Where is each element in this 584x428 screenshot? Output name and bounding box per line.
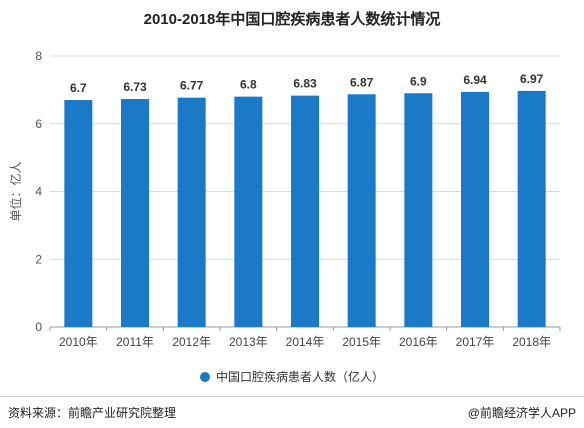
source-note: 资料来源：前瞻产业研究院整理: [8, 406, 177, 420]
data-label: 6.9: [410, 74, 427, 88]
x-tick-label: 2011年: [116, 335, 154, 349]
legend: 中国口腔疾病患者人数（亿人）: [0, 368, 584, 385]
bar: [121, 99, 149, 328]
x-tick-label: 2016年: [399, 335, 438, 349]
x-tick-label: 2018年: [512, 335, 551, 349]
data-label: 6.83: [293, 77, 317, 91]
x-tick-label: 2013年: [229, 335, 268, 349]
legend-marker: [199, 372, 210, 382]
footer: 资料来源：前瞻产业研究院整理 @前瞻经济学人APP: [0, 396, 584, 428]
data-label: 6.8: [240, 78, 257, 92]
bar: [461, 91, 489, 327]
y-tick-label: 2: [35, 252, 42, 266]
bar-chart: 0 2 4 6 8 单位：亿人 6.7 2010年 6.73 2011年 6.77 2012年 6.8 2…: [8, 49, 561, 349]
data-label: 6.94: [463, 73, 487, 87]
chart-title: 2010-2018年中国口腔疾病患者人数统计情况: [143, 11, 441, 28]
data-label: 6.73: [123, 80, 147, 94]
bar: [404, 93, 433, 327]
bar: [234, 96, 263, 328]
bar: [64, 100, 93, 327]
bar: [177, 97, 206, 327]
y-tick-label: 0: [35, 320, 42, 334]
x-tick-label: 2010年: [59, 335, 98, 349]
x-tick-label: 2012年: [172, 335, 211, 349]
y-axis-label: 单位：亿人: [8, 161, 23, 221]
credit-note: @前瞻经济学人APP: [467, 406, 576, 420]
bar: [517, 90, 546, 327]
data-label: 6.7: [70, 81, 87, 95]
data-label: 6.77: [180, 79, 204, 93]
bar: [291, 95, 319, 327]
data-label: 6.97: [520, 72, 544, 86]
y-tick-label: 6: [35, 117, 42, 131]
data-label: 6.87: [350, 75, 374, 89]
x-tick-label: 2014年: [286, 335, 325, 349]
x-tick-label: 2015年: [342, 335, 381, 349]
y-tick-label: 8: [35, 49, 42, 63]
y-tick-label: 4: [35, 185, 42, 199]
x-tick-label: 2017年: [456, 335, 495, 349]
legend-label: 中国口腔疾病患者人数（亿人）: [215, 370, 384, 384]
bar: [347, 94, 376, 327]
